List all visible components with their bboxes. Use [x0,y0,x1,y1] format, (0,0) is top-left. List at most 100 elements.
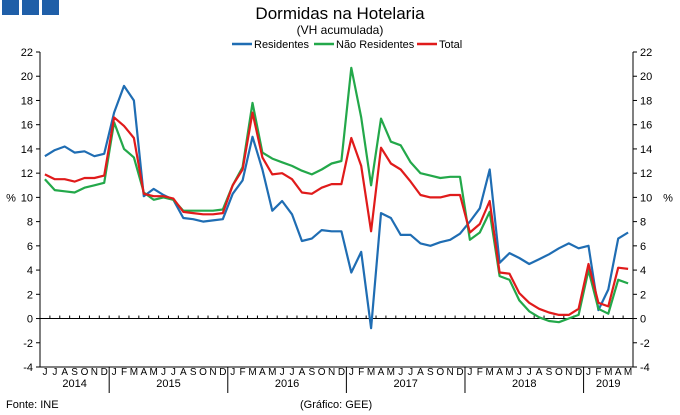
y-tick-label-left: -2 [23,338,33,350]
y-tick-label-right: 4 [640,265,646,277]
y-tick-label-left: 4 [27,265,33,277]
x-month-label: N [209,367,216,378]
x-month-label: N [328,367,335,378]
x-month-label: D [338,367,345,378]
x-month-label: M [624,367,632,378]
y-tick-label-right: 10 [640,192,652,204]
x-month-label: J [586,367,591,378]
x-month-label: J [517,367,522,378]
y-tick-label-right: 2 [640,289,646,301]
x-month-label: M [505,367,513,378]
chart-title: Dormidas na Hotelaria [255,4,425,23]
x-month-label: D [575,367,582,378]
y-tick-label-left: 2 [27,289,33,301]
x-year-label: 2019 [596,378,620,390]
x-month-label: O [555,367,563,378]
x-month-label: N [447,367,454,378]
x-month-label: M [387,367,395,378]
x-month-label: A [140,367,147,378]
x-month-label: J [467,367,472,378]
x-month-label: M [367,367,375,378]
x-month-label: N [91,367,98,378]
y-tick-label-left: 16 [21,120,33,132]
x-month-label: M [248,367,256,378]
x-month-label: J [171,367,176,378]
series-line-total [44,111,629,316]
y-tick-label-left: 18 [21,95,33,107]
y-tick-label-left: 10 [21,192,33,204]
x-month-label: S [427,367,434,378]
y-tick-label-left: 22 [21,47,33,59]
x-month-label: S [546,367,553,378]
x-month-label: D [219,367,226,378]
x-month-label: O [199,367,207,378]
x-month-label: A [259,367,266,378]
x-month-label: S [308,367,315,378]
x-month-label: S [190,367,197,378]
x-month-label: J [42,367,47,378]
source-label: Fonte: INE [6,399,59,411]
x-month-label: O [318,367,326,378]
series-line-residentes [44,84,629,330]
x-month-label: J [112,367,117,378]
x-year-label: 2014 [62,378,86,390]
x-month-label: N [565,367,572,378]
legend-label: Total [439,39,462,51]
x-month-label: F [240,367,246,378]
x-month-label: F [121,367,127,378]
x-month-label: S [71,367,78,378]
credit-label: (Gráfico: GEE) [300,399,373,411]
x-month-label: A [61,367,68,378]
y-tick-label-right: 22 [640,47,652,59]
y-tick-label-right: 6 [640,241,646,253]
x-month-label: D [456,367,463,378]
x-year-label: 2015 [156,378,180,390]
x-month-label: A [378,367,385,378]
y-tick-label-left: 12 [21,168,33,180]
x-month-label: M [268,367,276,378]
x-month-label: D [101,367,108,378]
x-month-label: A [615,367,622,378]
x-month-label: A [180,367,187,378]
x-month-label: J [161,367,166,378]
x-month-label: M [149,367,157,378]
x-month-label: F [358,367,364,378]
y-tick-label-left: 20 [21,71,33,83]
x-year-label: 2017 [393,378,417,390]
x-month-label: J [398,367,403,378]
x-year-label: 2018 [512,378,536,390]
brand-logo-block-1 [2,0,19,15]
y-axis-label-left: % [6,192,16,204]
y-tick-label-left: -4 [23,362,33,374]
x-month-label: O [436,367,444,378]
x-month-label: J [52,367,57,378]
y-tick-label-left: 6 [27,241,33,253]
y-tick-label-right: 18 [640,95,652,107]
x-month-label: J [527,367,532,378]
x-month-label: J [349,367,354,378]
x-year-label: 2016 [275,378,299,390]
y-tick-label-right: 20 [640,71,652,83]
series-line-n-o-residentes [44,66,629,324]
x-month-label: F [477,367,483,378]
x-month-label: M [130,367,138,378]
brand-logo-block-2 [22,0,39,15]
x-month-label: M [486,367,494,378]
y-tick-label-right: 8 [640,217,646,229]
y-tick-label-right: -4 [640,362,650,374]
legend-label: Residentes [254,39,310,51]
y-tick-label-left: 0 [27,314,33,326]
y-tick-label-right: 0 [640,314,646,326]
x-month-label: A [496,367,503,378]
legend-label: Não Residentes [336,39,415,51]
x-month-label: A [417,367,424,378]
y-tick-label-right: 14 [640,144,652,156]
y-tick-label-right: 12 [640,168,652,180]
x-month-label: M [604,367,612,378]
y-axis-label-right: % [663,192,673,204]
y-tick-label-left: 14 [21,144,33,156]
x-month-label: J [290,367,295,378]
x-month-label: J [280,367,285,378]
